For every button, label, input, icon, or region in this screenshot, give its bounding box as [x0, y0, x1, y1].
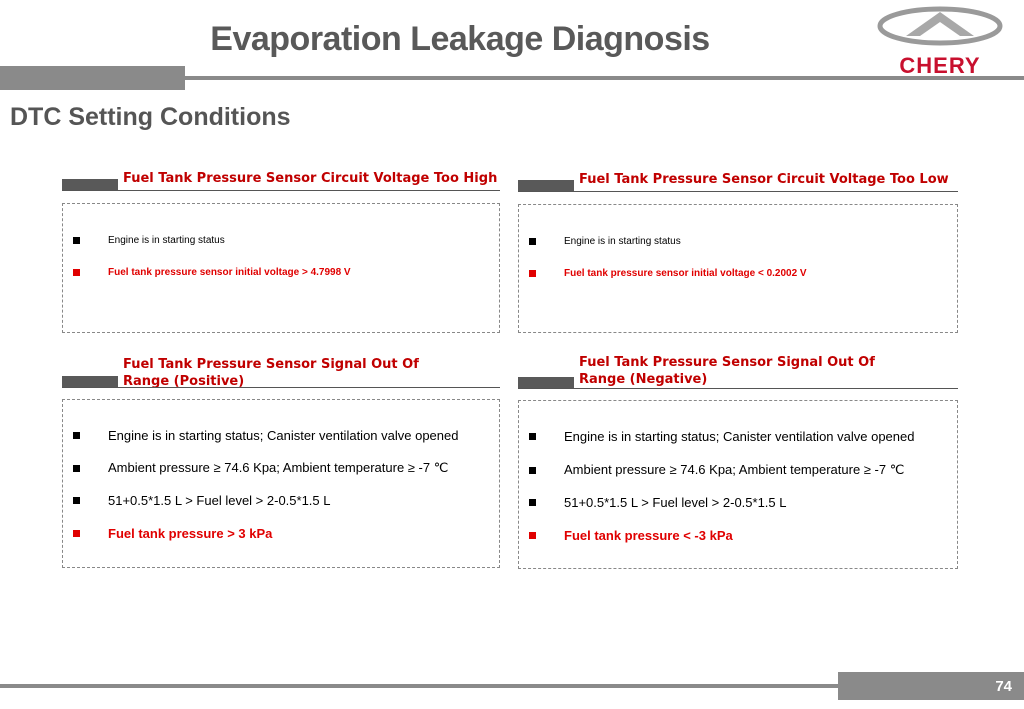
- bullet-icon: [529, 270, 536, 277]
- logo-text: CHERY: [899, 53, 981, 78]
- bullet-icon: [529, 466, 536, 474]
- panel-header-bar: [62, 376, 118, 388]
- list-item: Engine is in starting status: [529, 236, 681, 247]
- bullet-icon: [529, 433, 536, 440]
- bullet-icon: [73, 269, 80, 276]
- panel-divider: [62, 387, 500, 388]
- conditions-box: Engine is in starting status Fuel tank p…: [62, 203, 500, 333]
- list-item: Engine is in starting status; Canister v…: [73, 428, 458, 443]
- footer-divider: [0, 684, 838, 688]
- list-item: 51+0.5*1.5 L > Fuel level > 2-0.5*1.5 L: [73, 493, 331, 508]
- item-text: 51+0.5*1.5 L > Fuel level > 2-0.5*1.5 L: [108, 493, 331, 508]
- page-number: 74: [838, 672, 1024, 700]
- list-item: Ambient pressure ≥ 74.6 Kpa; Ambient tem…: [529, 462, 904, 478]
- item-text: Fuel tank pressure < -3 kPa: [564, 528, 733, 543]
- bullet-icon: [529, 238, 536, 245]
- list-item: 51+0.5*1.5 L > Fuel level > 2-0.5*1.5 L: [529, 495, 787, 510]
- item-text: Ambient pressure ≥ 74.6 Kpa; Ambient tem…: [108, 460, 449, 475]
- chery-emblem-icon: [877, 6, 1003, 46]
- header-divider: [185, 76, 1024, 80]
- item-text: Fuel tank pressure > 3 kPa: [108, 526, 273, 541]
- item-text: Engine is in starting status; Canister v…: [564, 429, 915, 444]
- list-item: Fuel tank pressure sensor initial voltag…: [529, 268, 807, 279]
- panel-divider: [518, 388, 958, 389]
- bullet-icon: [73, 497, 80, 504]
- bullet-icon: [529, 532, 536, 539]
- item-text: Fuel tank pressure sensor initial voltag…: [564, 268, 807, 279]
- item-text: Engine is in starting status: [564, 236, 681, 247]
- panel-title: Fuel Tank Pressure Sensor Circuit Voltag…: [123, 171, 498, 186]
- panel-title: Fuel Tank Pressure Sensor Circuit Voltag…: [579, 172, 949, 187]
- conditions-box: Engine is in starting status Fuel tank p…: [518, 204, 958, 333]
- chery-logo: CHERY: [876, 6, 1004, 78]
- panel-header-bar: [518, 180, 574, 192]
- bullet-icon: [73, 432, 80, 439]
- item-text: Fuel tank pressure sensor initial voltag…: [108, 267, 351, 278]
- bullet-icon: [73, 237, 80, 244]
- item-text: Ambient pressure ≥ 74.6 Kpa; Ambient tem…: [564, 462, 905, 477]
- bullet-icon: [73, 464, 80, 472]
- bullet-icon: [73, 530, 80, 537]
- panel-divider: [518, 191, 958, 192]
- panel-title: Fuel Tank Pressure Sensor Signal Out Of …: [579, 355, 875, 387]
- list-item: Ambient pressure ≥ 74.6 Kpa; Ambient tem…: [73, 460, 448, 476]
- panel-divider: [62, 190, 500, 191]
- item-text: Engine is in starting status: [108, 235, 225, 246]
- item-text: 51+0.5*1.5 L > Fuel level > 2-0.5*1.5 L: [564, 495, 787, 510]
- list-item: Engine is in starting status; Canister v…: [529, 429, 914, 444]
- conditions-box: Engine is in starting status; Canister v…: [62, 399, 500, 568]
- slide-title: Evaporation Leakage Diagnosis: [210, 20, 710, 58]
- header-block: [0, 66, 185, 90]
- list-item: Fuel tank pressure > 3 kPa: [73, 526, 272, 541]
- conditions-box: Engine is in starting status; Canister v…: [518, 400, 958, 569]
- item-text: Engine is in starting status; Canister v…: [108, 428, 459, 443]
- list-item: Engine is in starting status: [73, 235, 225, 246]
- panel-title: Fuel Tank Pressure Sensor Signal Out Of …: [123, 357, 419, 389]
- section-heading: DTC Setting Conditions: [10, 103, 291, 131]
- list-item: Fuel tank pressure < -3 kPa: [529, 528, 733, 543]
- panel-header-bar: [518, 377, 574, 389]
- bullet-icon: [529, 499, 536, 506]
- list-item: Fuel tank pressure sensor initial voltag…: [73, 267, 351, 278]
- panel-header-bar: [62, 179, 118, 191]
